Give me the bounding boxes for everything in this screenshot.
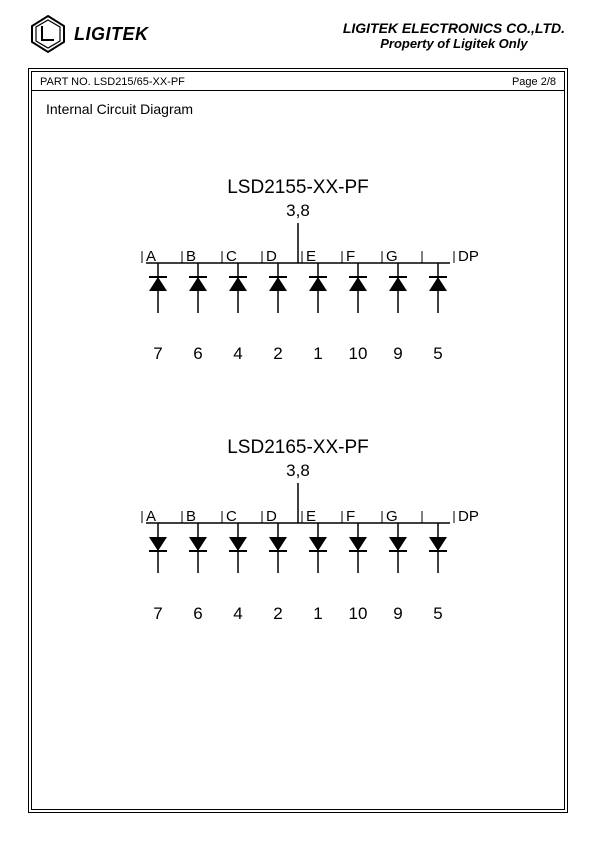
pin-number: 4: [233, 604, 242, 624]
circuit1-title: LSD2155-XX-PF: [108, 177, 488, 199]
page-number: Page 2/8: [512, 76, 556, 88]
pin-number: 5: [433, 344, 442, 364]
logo-icon: [28, 14, 68, 54]
pin-number: 9: [393, 604, 402, 624]
circuit2-common-pins: 3,8: [108, 461, 488, 481]
circuit-2: LSD2165-XX-PF 3,8 A B C D E F G DP 7 6 4 2 1 10 9 5: [108, 437, 488, 624]
pin-number: 1: [313, 604, 322, 624]
pin-number: 4: [233, 344, 242, 364]
segment-label: C: [226, 248, 237, 265]
pin-number: 5: [433, 604, 442, 624]
circuit1-svg: A B C D E F G DP: [108, 223, 488, 333]
page-frame-outer: PART NO. LSD215/65-XX-PF Page 2/8 Intern…: [28, 68, 568, 813]
section-title: Internal Circuit Diagram: [32, 91, 564, 117]
company-name: LIGITEK ELECTRONICS CO.,LTD.: [343, 20, 565, 36]
pin-cell: 4: [218, 338, 258, 364]
segment-label: F: [346, 508, 355, 525]
pin-number: 2: [273, 604, 282, 624]
segment-label: DP: [458, 508, 479, 525]
pin-number: 2: [273, 344, 282, 364]
circuit1-common-pins: 3,8: [108, 201, 488, 221]
pin-cell: 5: [418, 598, 458, 624]
header-row: PART NO. LSD215/65-XX-PF Page 2/8: [32, 72, 564, 91]
segment-label: B: [186, 248, 196, 265]
pin-cell: 6: [178, 338, 218, 364]
circuit-1: LSD2155-XX-PF 3,8 A B C D E F G DP 7 6 4 2 1 10 9 5: [108, 177, 488, 364]
segment-label: E: [306, 248, 316, 265]
pin-number: 7: [153, 344, 162, 364]
pin-cell: 7: [138, 338, 178, 364]
segment-label: F: [346, 248, 355, 265]
circuit2-title: LSD2165-XX-PF: [108, 437, 488, 459]
segment-label: B: [186, 508, 196, 525]
pin-cell: 10: [338, 338, 378, 364]
pin-cell: 1: [298, 338, 338, 364]
segment-label: G: [386, 248, 398, 265]
pin-cell: 2: [258, 598, 298, 624]
pin-number: 9: [393, 344, 402, 364]
pin-number: 6: [193, 344, 202, 364]
circuit1-pin-row: 7 6 4 2 1 10 9 5: [138, 338, 458, 364]
pin-number: 6: [193, 604, 202, 624]
segment-label: DP: [458, 248, 479, 265]
pin-cell: 9: [378, 598, 418, 624]
part-number: PART NO. LSD215/65-XX-PF: [40, 76, 185, 88]
page-frame-inner: PART NO. LSD215/65-XX-PF Page 2/8 Intern…: [31, 71, 565, 810]
pin-number: 1: [313, 344, 322, 364]
segment-label: G: [386, 508, 398, 525]
pin-cell: 7: [138, 598, 178, 624]
segment-label: E: [306, 508, 316, 525]
pin-cell: 10: [338, 598, 378, 624]
pin-cell: 2: [258, 338, 298, 364]
pin-cell: 6: [178, 598, 218, 624]
segment-label: D: [266, 508, 277, 525]
pin-number: 10: [349, 604, 368, 624]
logo-area: LIGITEK: [28, 14, 149, 54]
company-sub: Property of Ligitek Only: [343, 36, 565, 51]
diagram-area: LSD2155-XX-PF 3,8 A B C D E F G DP 7 6 4 2 1 10 9 5 LS…: [32, 117, 564, 757]
pin-cell: 4: [218, 598, 258, 624]
segment-label: D: [266, 248, 277, 265]
company-block: LIGITEK ELECTRONICS CO.,LTD. Property of…: [343, 20, 565, 51]
pin-number: 7: [153, 604, 162, 624]
pin-cell: 1: [298, 598, 338, 624]
segment-label: C: [226, 508, 237, 525]
pin-number: 10: [349, 344, 368, 364]
segment-label: A: [146, 508, 156, 525]
circuit2-pin-row: 7 6 4 2 1 10 9 5: [138, 598, 458, 624]
pin-cell: 9: [378, 338, 418, 364]
brand-text: LIGITEK: [74, 24, 149, 45]
circuit2-svg: A B C D E F G DP: [108, 483, 488, 593]
segment-label: A: [146, 248, 156, 265]
pin-cell: 5: [418, 338, 458, 364]
